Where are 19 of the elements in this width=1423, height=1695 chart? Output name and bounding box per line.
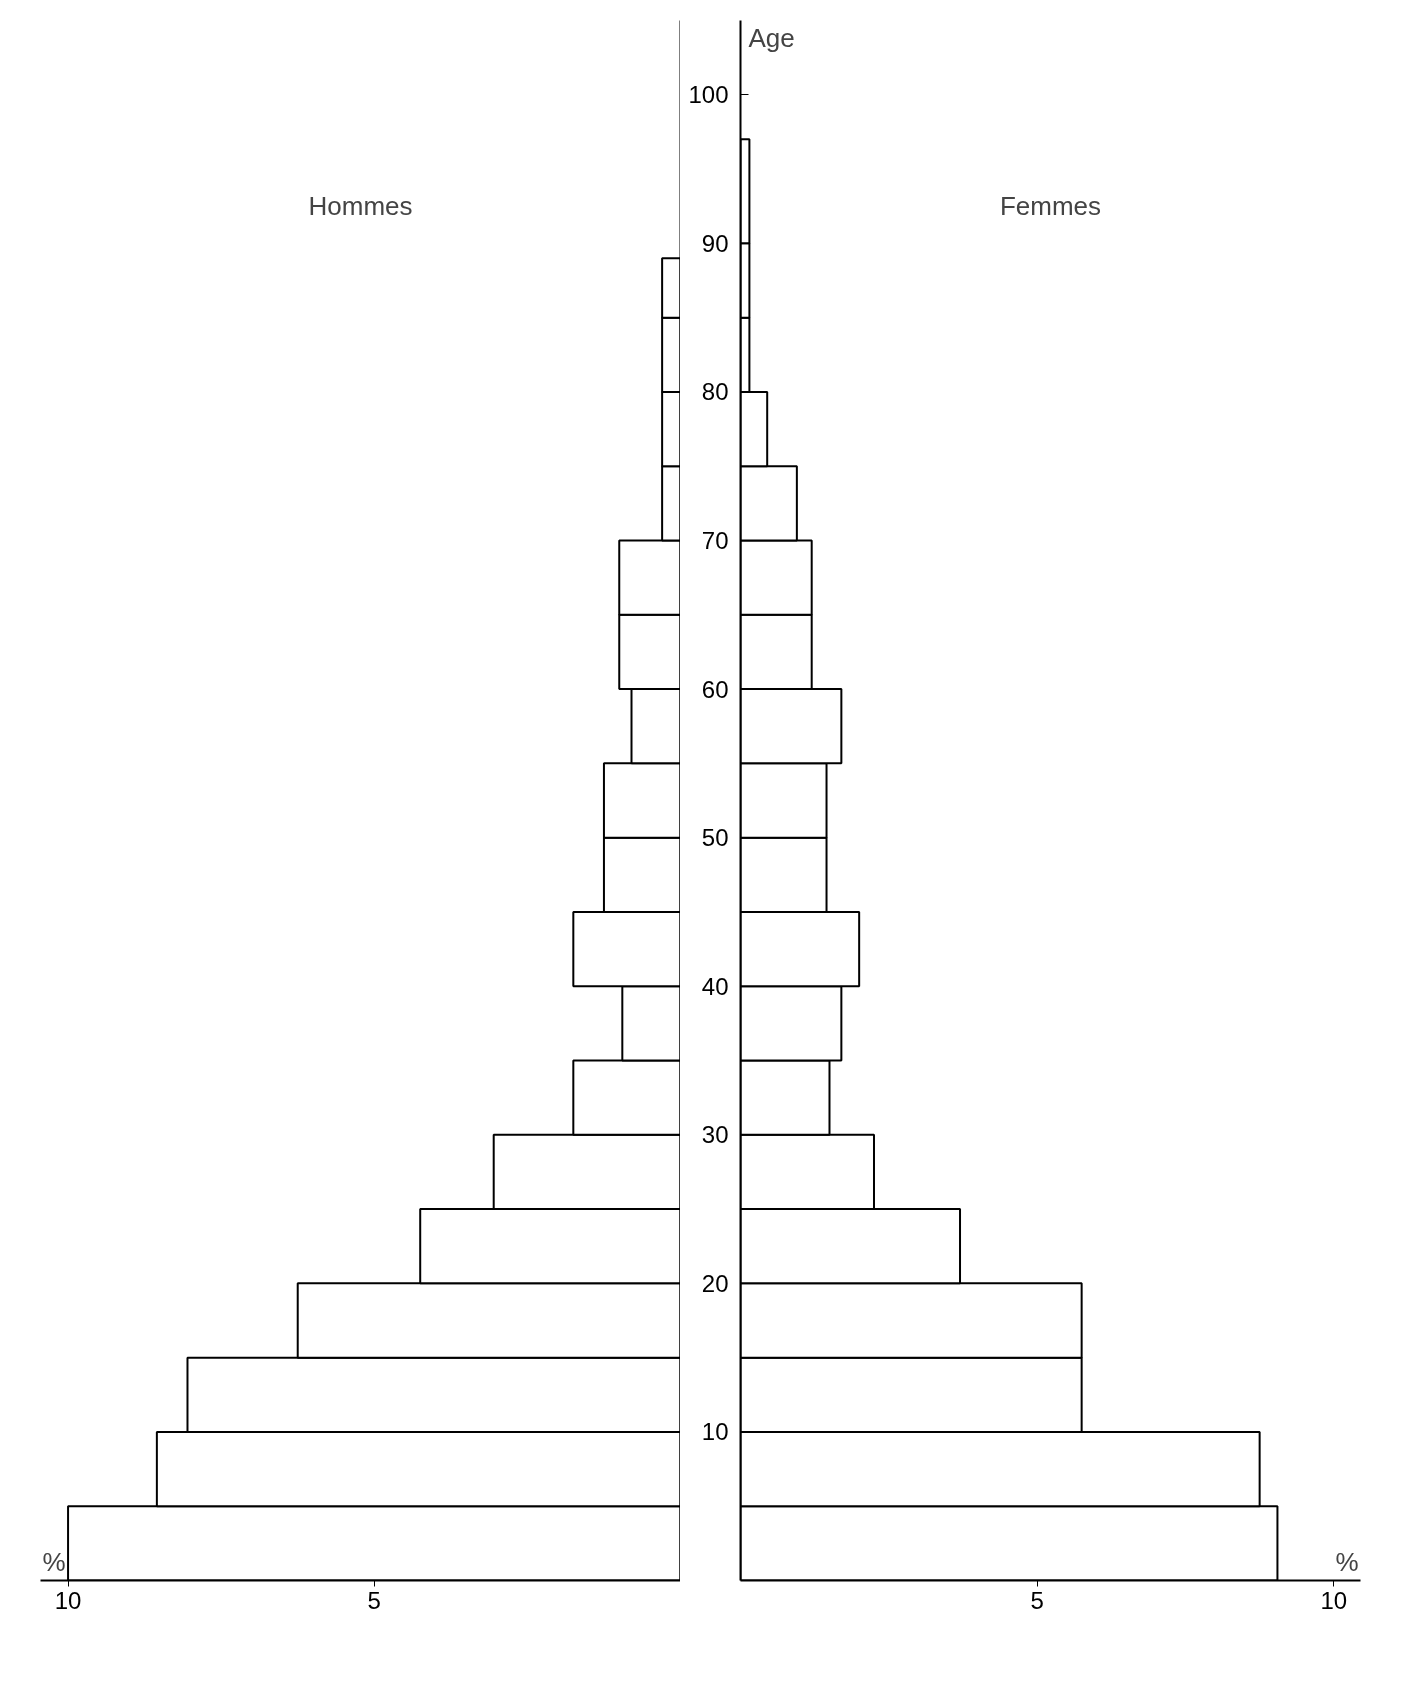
y-tick-label: 90 (701, 229, 729, 257)
x-tick-label: 10 (1320, 1586, 1348, 1614)
text: Femmes (999, 190, 1102, 221)
y-axis-title: Age (748, 22, 795, 53)
x-axis-title: % (1335, 1546, 1359, 1577)
y-tick-label: 50 (701, 824, 729, 852)
x-tick-label: 10 (54, 1586, 82, 1614)
y-tick-label: 40 (701, 972, 729, 1000)
x-axis-title: % (42, 1546, 66, 1577)
y-tick-label: 20 (701, 1269, 729, 1297)
y-tick-label: 10 (701, 1418, 729, 1446)
text: Hommes (308, 190, 413, 221)
x-tick-label: 5 (367, 1586, 381, 1614)
y-tick-label: 80 (701, 378, 729, 406)
y-tick-label: 30 (701, 1121, 729, 1149)
y-tick-label: 60 (701, 675, 729, 703)
x-tick-label: 5 (1030, 1586, 1044, 1614)
y-tick-label: 70 (701, 527, 729, 554)
y-tick-label: 100 (688, 81, 729, 109)
